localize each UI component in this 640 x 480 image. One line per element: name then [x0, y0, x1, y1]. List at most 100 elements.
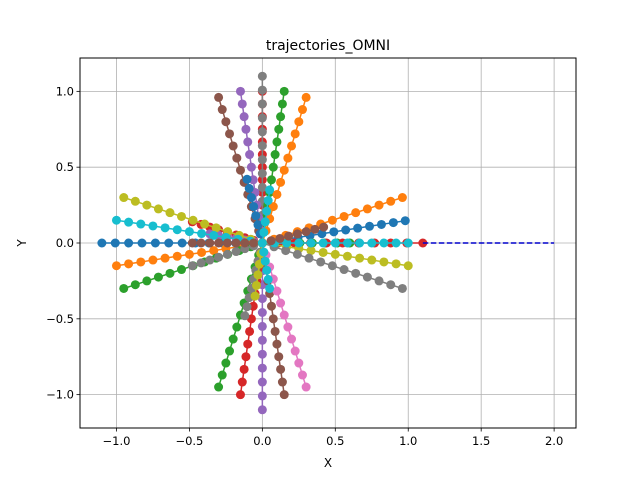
trajectory-point	[327, 261, 337, 271]
trajectory-point	[231, 247, 241, 257]
trajectory-point	[316, 257, 326, 267]
trajectory-point	[374, 200, 384, 210]
trajectory-point	[272, 189, 282, 199]
trajectory-point	[257, 363, 267, 373]
trajectory-point	[257, 85, 267, 95]
trajectory-point	[211, 223, 221, 233]
trajectory-point	[124, 217, 134, 227]
trajectory-point	[397, 193, 407, 203]
trajectory-point	[214, 92, 224, 102]
trajectory-point	[277, 377, 287, 387]
y-axis-label: Y	[15, 239, 29, 248]
trajectory-point	[164, 238, 174, 248]
trajectory-point	[257, 127, 267, 137]
trajectory-point	[136, 219, 146, 229]
trajectory-point	[376, 219, 386, 229]
trajectory-point	[222, 238, 232, 248]
trajectory-point	[130, 196, 140, 206]
trajectory-point	[274, 352, 284, 362]
trajectory-point	[294, 238, 304, 248]
trajectory-point	[124, 259, 134, 269]
trajectory-point	[270, 326, 280, 336]
trajectory-point	[235, 165, 245, 175]
trajectory-point	[246, 193, 256, 203]
trajectory-point	[388, 218, 398, 228]
trajectory-point	[196, 238, 206, 248]
trajectory-point	[110, 238, 120, 248]
trajectory-point	[272, 339, 282, 349]
trajectory-point	[239, 112, 249, 122]
trajectory-point	[290, 346, 300, 356]
trajectory-point	[301, 92, 311, 102]
trajectory-point	[374, 276, 384, 286]
trajectory-point	[153, 204, 163, 214]
y-tick-label: 1.0	[56, 84, 74, 98]
trajectory-point	[260, 256, 270, 266]
trajectory-point	[240, 238, 250, 248]
trajectory-point	[257, 99, 267, 109]
trajectory-point	[403, 238, 413, 248]
trajectory-point	[188, 215, 198, 225]
trajectory-point	[187, 261, 197, 271]
trajectory-point	[266, 301, 276, 311]
trajectory-point	[148, 221, 158, 231]
trajectory-point	[197, 247, 207, 257]
trajectory-point	[217, 105, 227, 115]
plot-area	[97, 71, 555, 415]
trajectory-point	[290, 129, 300, 139]
y-tick-label: 0.0	[56, 236, 74, 250]
trajectory-point	[282, 238, 292, 248]
trajectory-point	[214, 252, 224, 262]
trajectory-point	[257, 377, 267, 387]
trajectory-point	[292, 229, 302, 239]
x-tick-label: 1.5	[472, 434, 490, 448]
trajectory-point	[184, 249, 194, 259]
trajectory-point	[276, 298, 286, 308]
trajectory-point	[351, 208, 361, 218]
trajectory-point	[260, 217, 270, 227]
trajectory-point	[279, 165, 289, 175]
trajectory-point	[259, 247, 269, 257]
trajectory-point	[232, 153, 242, 163]
trajectory-point	[214, 238, 224, 248]
trajectory-point	[240, 311, 250, 321]
trajectory-point	[281, 246, 291, 256]
trajectory-point	[306, 238, 316, 248]
trajectory-point	[351, 268, 361, 278]
trajectory-point	[379, 257, 389, 267]
trajectory-point	[241, 124, 251, 134]
trajectory-point	[124, 238, 134, 248]
trajectory-point	[242, 174, 252, 184]
trajectory-point	[355, 253, 365, 263]
trajectory-point	[306, 246, 316, 256]
trajectory-point	[287, 334, 297, 344]
trajectory-point	[400, 216, 410, 226]
trajectory-point	[362, 272, 372, 282]
trajectory-point	[243, 339, 253, 349]
trajectory-point	[242, 302, 252, 312]
trajectory-point	[237, 377, 247, 387]
trajectory-point	[217, 370, 227, 380]
x-axis-label: X	[324, 456, 332, 470]
trajectory-point	[245, 326, 255, 336]
trajectory-point	[362, 204, 372, 214]
trajectory-point	[200, 219, 210, 229]
trajectory-point	[272, 286, 282, 296]
trajectory-point	[257, 391, 267, 401]
trajectory-point	[292, 249, 302, 259]
trajectory-series-25	[187, 238, 267, 248]
trajectory-point	[257, 169, 267, 179]
trajectory-point	[272, 137, 282, 147]
trajectory-point	[386, 280, 396, 290]
chart-title: trajectories_OMNI	[266, 38, 390, 54]
trajectory-point	[237, 99, 247, 109]
trajectory-point	[239, 364, 249, 374]
trajectory-point	[160, 253, 170, 263]
trajectory-point	[214, 382, 224, 392]
trajectory-point	[276, 364, 286, 374]
trajectory-point	[257, 182, 267, 192]
trajectory-point	[257, 155, 267, 165]
trajectory-point	[221, 358, 231, 368]
trajectory-point	[342, 251, 352, 261]
